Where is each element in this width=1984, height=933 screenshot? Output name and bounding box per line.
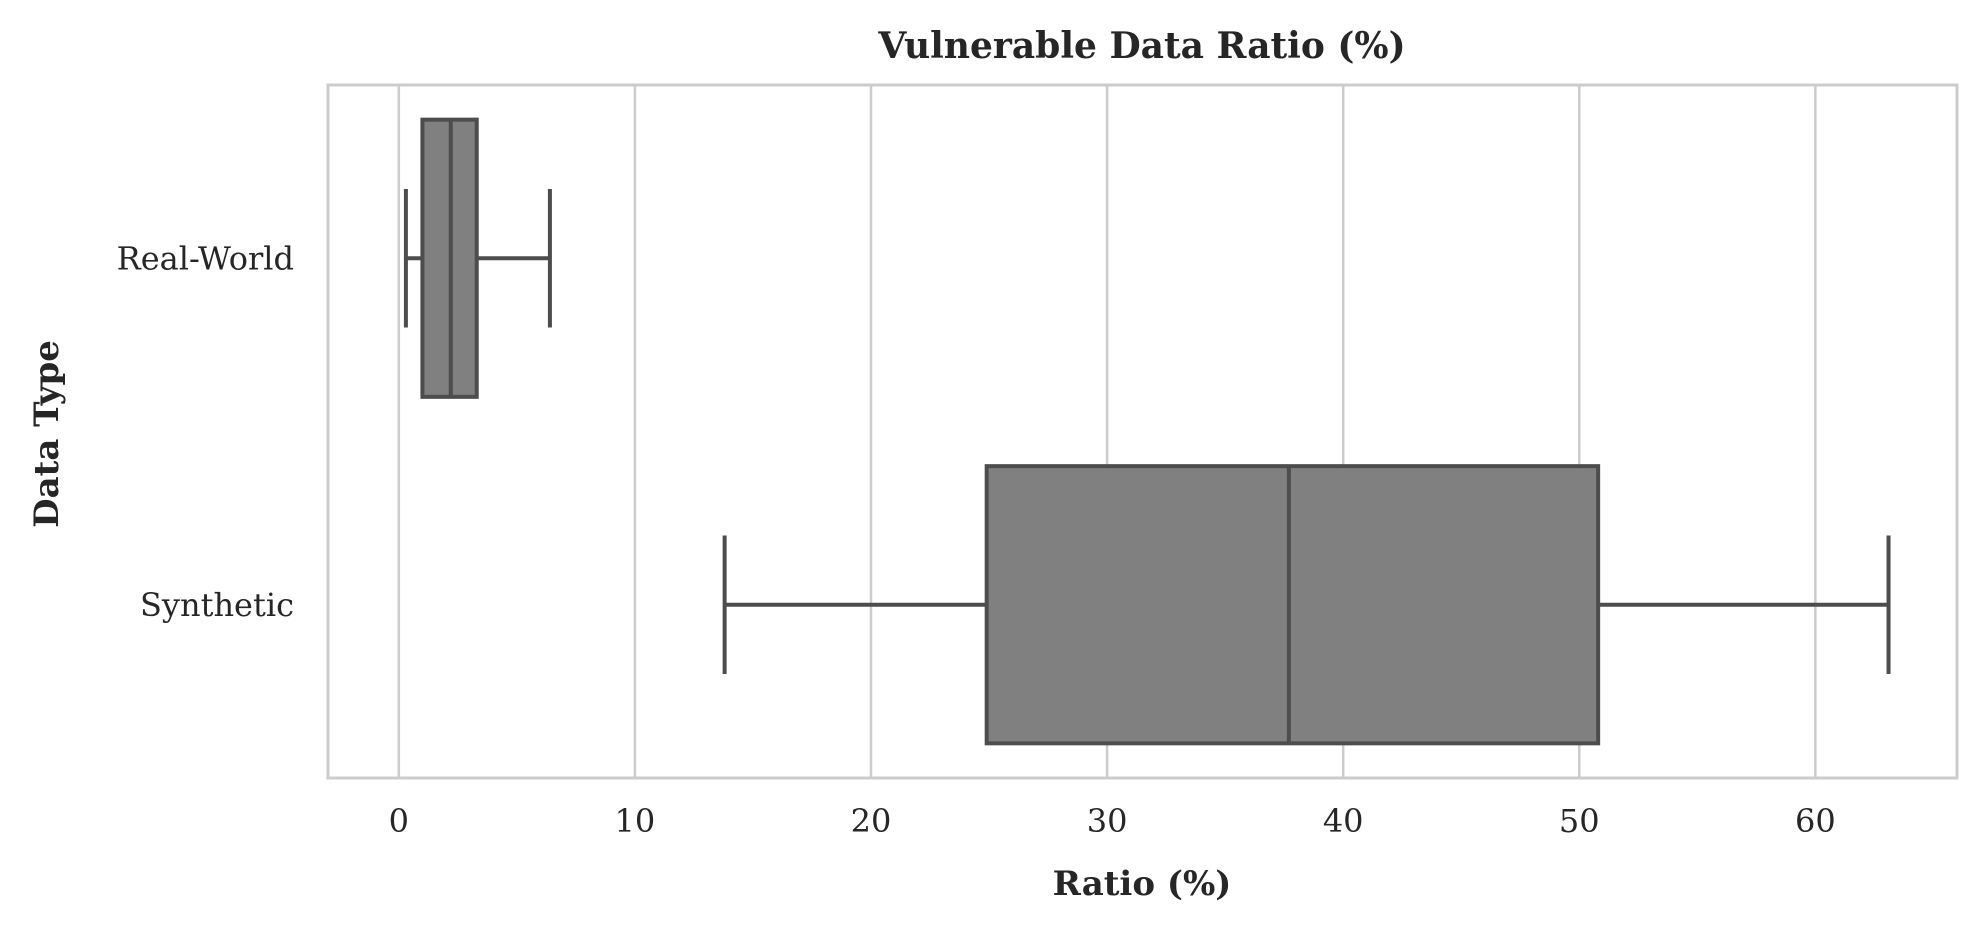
box-synthetic (722, 464, 1891, 746)
x-tick-label: 30 (1087, 802, 1128, 840)
y-tick-labels: Real-World Synthetic (117, 239, 294, 624)
y-tick-label: Synthetic (140, 586, 294, 624)
iqr-box (984, 464, 1601, 746)
x-axis-label: Ratio (%) (1053, 864, 1232, 904)
x-tick-labels: 0 10 20 30 40 50 60 (389, 802, 1836, 840)
y-axis-label: Data Type (27, 340, 67, 528)
x-tick-label: 50 (1559, 802, 1600, 840)
box-real-world (403, 117, 552, 399)
x-tick-label: 0 (389, 802, 409, 840)
chart-title: Vulnerable Data Ratio (%) (877, 25, 1405, 67)
boxes (403, 117, 1891, 746)
grid-lines (397, 85, 1817, 778)
x-tick-label: 40 (1323, 802, 1364, 840)
x-tick-label: 20 (851, 802, 892, 840)
x-tick-label: 60 (1795, 802, 1836, 840)
y-tick-label: Real-World (117, 239, 294, 277)
plot-frame (326, 83, 1959, 780)
x-tick-label: 10 (615, 802, 656, 840)
